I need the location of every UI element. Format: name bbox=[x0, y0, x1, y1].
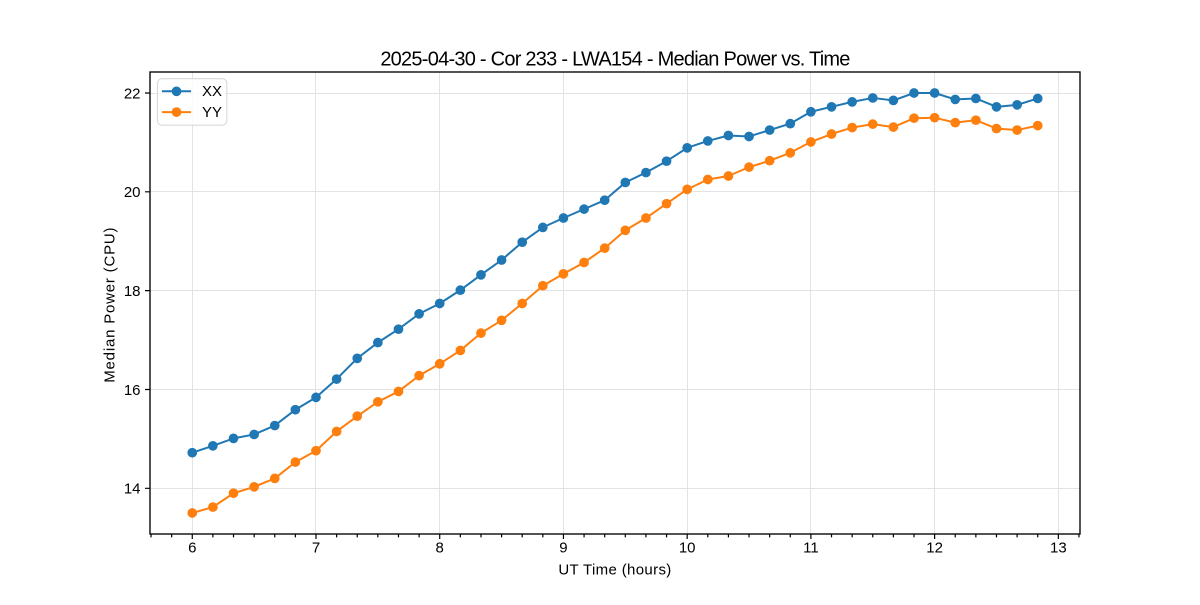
svg-text:2025-04-30 - Cor 233 - LWA154: 2025-04-30 - Cor 233 - LWA154 - Median P… bbox=[380, 49, 850, 71]
svg-text:6: 6 bbox=[188, 540, 196, 557]
svg-text:14: 14 bbox=[124, 481, 141, 498]
svg-text:22: 22 bbox=[124, 85, 141, 102]
svg-text:7: 7 bbox=[312, 540, 320, 557]
svg-text:9: 9 bbox=[559, 540, 567, 557]
svg-text:11: 11 bbox=[803, 540, 819, 557]
svg-text:XX: XX bbox=[202, 83, 222, 100]
svg-text:10: 10 bbox=[679, 540, 696, 557]
svg-text:8: 8 bbox=[436, 540, 444, 557]
svg-text:Median Power (CPU): Median Power (CPU) bbox=[102, 227, 119, 383]
svg-text:YY: YY bbox=[202, 104, 222, 121]
svg-text:16: 16 bbox=[124, 382, 141, 399]
svg-text:20: 20 bbox=[124, 184, 141, 201]
svg-text:18: 18 bbox=[124, 283, 141, 300]
svg-text:UT Time (hours): UT Time (hours) bbox=[558, 562, 671, 579]
svg-text:12: 12 bbox=[926, 540, 943, 557]
svg-text:13: 13 bbox=[1050, 540, 1067, 557]
